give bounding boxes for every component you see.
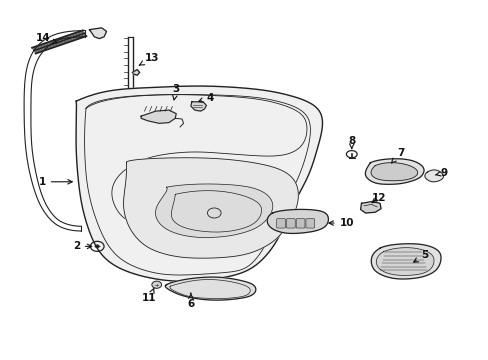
Polygon shape	[132, 69, 140, 75]
Text: 11: 11	[142, 288, 156, 303]
Text: 2: 2	[73, 241, 92, 251]
Polygon shape	[190, 102, 206, 111]
FancyBboxPatch shape	[305, 219, 314, 228]
Polygon shape	[360, 202, 380, 213]
Text: 10: 10	[328, 218, 353, 228]
Polygon shape	[370, 244, 440, 279]
Text: 4: 4	[198, 93, 214, 103]
FancyBboxPatch shape	[276, 219, 285, 228]
Circle shape	[152, 281, 161, 288]
Circle shape	[95, 244, 100, 248]
Text: 7: 7	[391, 148, 404, 163]
Text: 5: 5	[413, 250, 427, 262]
Polygon shape	[123, 158, 298, 258]
Polygon shape	[365, 159, 423, 184]
Polygon shape	[76, 86, 322, 281]
Polygon shape	[424, 170, 443, 182]
Text: 13: 13	[139, 53, 159, 65]
FancyBboxPatch shape	[296, 219, 305, 228]
Text: 14: 14	[36, 33, 57, 44]
Text: 1: 1	[39, 177, 72, 187]
Text: 12: 12	[370, 193, 385, 203]
Text: 6: 6	[187, 293, 194, 309]
Polygon shape	[89, 28, 106, 39]
Text: 8: 8	[347, 136, 355, 149]
Polygon shape	[141, 110, 176, 123]
Polygon shape	[155, 184, 272, 238]
Text: 9: 9	[434, 168, 447, 178]
FancyBboxPatch shape	[286, 219, 295, 228]
Polygon shape	[370, 163, 417, 181]
Polygon shape	[267, 210, 328, 233]
Text: 3: 3	[172, 84, 180, 100]
Polygon shape	[165, 277, 255, 300]
Polygon shape	[376, 248, 433, 275]
